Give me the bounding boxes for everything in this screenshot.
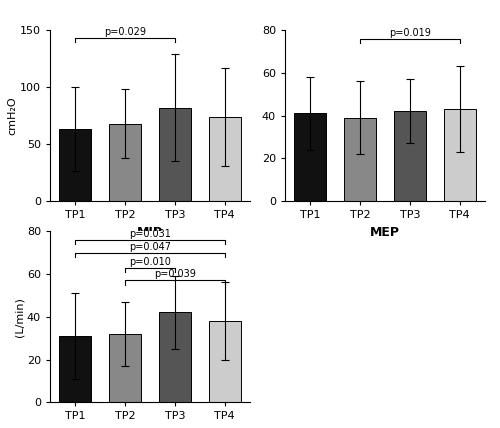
Bar xyxy=(208,321,241,402)
Text: p=0.047: p=0.047 xyxy=(129,242,171,252)
Y-axis label: (L/min): (L/min) xyxy=(14,297,24,337)
Bar xyxy=(59,129,92,201)
Y-axis label: cmH₂O: cmH₂O xyxy=(7,96,17,135)
Text: p=0.010: p=0.010 xyxy=(129,257,171,267)
Text: p=0.031: p=0.031 xyxy=(129,229,171,239)
Bar xyxy=(109,124,142,201)
Bar xyxy=(394,111,426,201)
Bar xyxy=(109,334,142,402)
Bar xyxy=(158,107,191,201)
Bar xyxy=(158,312,191,402)
Bar xyxy=(294,113,326,201)
X-axis label: MEP: MEP xyxy=(370,226,400,239)
Text: p=0.029: p=0.029 xyxy=(104,27,146,37)
Text: p=0.019: p=0.019 xyxy=(389,28,431,38)
Bar xyxy=(444,109,476,201)
X-axis label: MIP: MIP xyxy=(137,226,163,239)
Bar xyxy=(344,118,376,201)
Bar xyxy=(59,336,92,402)
X-axis label: MVV: MVV xyxy=(134,427,166,428)
Bar xyxy=(208,117,241,201)
Text: p=0.039: p=0.039 xyxy=(154,270,196,279)
